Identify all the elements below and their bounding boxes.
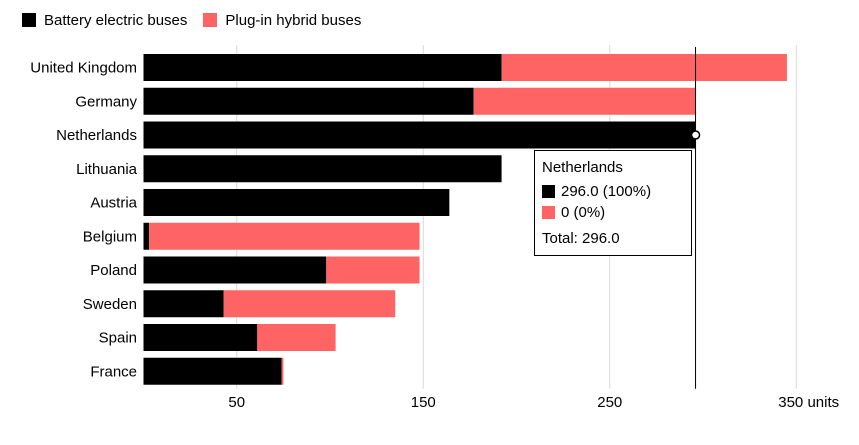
- bar-germany-battery-electric: [143, 87, 474, 115]
- category-label-spain: Spain: [99, 330, 137, 347]
- legend-item-plug-in-hybrid[interactable]: Plug-in hybrid buses: [203, 12, 361, 29]
- tooltip-total: Total: 296.0: [542, 230, 620, 247]
- category-label-belgium: Belgium: [83, 228, 137, 245]
- tooltip-row-battery-electric: 296.0 (100%): [542, 183, 684, 200]
- x-tick-label-250: 250: [597, 394, 622, 411]
- category-label-lithuania: Lithuania: [76, 161, 138, 178]
- tooltip-row-plug-in-hybrid: 0 (0%): [542, 204, 684, 221]
- bar-united-kingdom-plug-in-hybrid: [501, 54, 787, 81]
- bar-france-plug-in-hybrid: [281, 357, 284, 385]
- legend-item-battery-electric[interactable]: Battery electric buses: [22, 12, 187, 29]
- bar-spain-battery-electric: [143, 324, 258, 351]
- tooltip-value-plug-in-hybrid: 0 (0%): [561, 204, 606, 221]
- category-label-france: France: [90, 363, 137, 380]
- x-tick-label-50: 50: [228, 394, 245, 411]
- tooltip-swatch-plug-in-hybrid: [542, 206, 555, 219]
- category-label-sweden: Sweden: [83, 296, 137, 313]
- bar-sweden-battery-electric: [143, 290, 224, 318]
- bar-germany-plug-in-hybrid: [473, 87, 696, 115]
- legend: Battery electric buses Plug-in hybrid bu…: [22, 10, 377, 30]
- x-tick-label-150: 150: [411, 394, 436, 411]
- legend-swatch-plug-in-hybrid: [203, 13, 218, 27]
- x-tick-label-350: 350 units: [778, 394, 839, 411]
- legend-label-battery-electric: Battery electric buses: [44, 11, 188, 29]
- hover-marker: [690, 130, 701, 140]
- legend-swatch-battery-electric: [22, 13, 36, 27]
- legend-label-plug-in-hybrid: Plug-in hybrid buses: [225, 11, 362, 29]
- tooltip-title: Netherlands: [542, 159, 623, 176]
- tooltip: Netherlands 296.0 (100%) 0 (0%) Total: 2…: [534, 150, 692, 256]
- bar-belgium-plug-in-hybrid: [149, 222, 420, 250]
- tooltip-value-battery-electric: 296.0 (100%): [561, 183, 652, 200]
- category-label-austria: Austria: [90, 195, 137, 212]
- bar-poland-plug-in-hybrid: [326, 256, 420, 284]
- bar-france-battery-electric: [143, 357, 282, 385]
- bar-austria-battery-electric: [143, 189, 450, 216]
- category-label-germany: Germany: [75, 93, 137, 110]
- bar-spain-plug-in-hybrid: [257, 324, 336, 351]
- category-label-netherlands: Netherlands: [56, 127, 137, 144]
- category-label-poland: Poland: [90, 262, 137, 279]
- bar-poland-battery-electric: [143, 256, 327, 284]
- bar-lithuania-battery-electric: [143, 155, 502, 183]
- bar-netherlands-battery-electric: [143, 121, 696, 149]
- bar-sweden-plug-in-hybrid: [223, 290, 396, 318]
- bar-united-kingdom-battery-electric: [143, 54, 502, 81]
- category-label-united-kingdom: United Kingdom: [30, 60, 137, 77]
- tooltip-swatch-battery-electric: [542, 185, 555, 198]
- bar-belgium-battery-electric: [143, 222, 150, 250]
